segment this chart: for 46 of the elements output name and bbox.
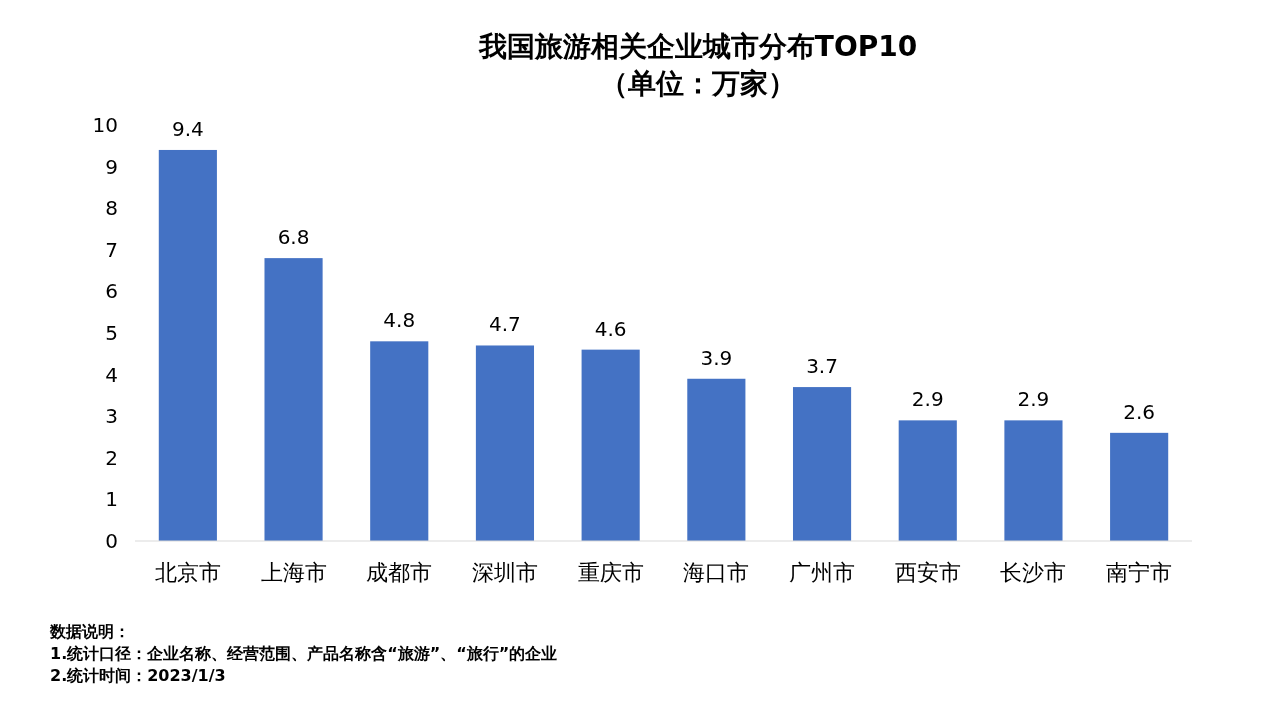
y-tick-label: 9: [105, 154, 118, 179]
data-label: 4.8: [383, 308, 416, 333]
data-label: 6.8: [277, 225, 310, 250]
text: 1.统计口径：企业名称、经营范围、产品名称含“旅游”、“旅行”的企业: [50, 644, 558, 663]
y-tick-label: 0: [105, 529, 118, 553]
y-tick-label: 2: [105, 445, 118, 470]
x-tick-label: 海口市: [683, 560, 750, 585]
x-tick-label: 长沙市: [1000, 560, 1067, 585]
text: 2.统计时间：2023/1/3: [50, 666, 226, 685]
bar: [264, 258, 323, 541]
x-tick-label: 深圳市: [471, 560, 538, 585]
y-tick-label: 10: [92, 113, 118, 137]
y-tick-label: 3: [105, 404, 118, 429]
data-label: 2.9: [911, 387, 944, 412]
data-label: 2.9: [1017, 387, 1050, 412]
data-label: 9.4: [171, 116, 204, 141]
data-label: 2.6: [1123, 399, 1156, 424]
x-tick-label: 南宁市: [1106, 560, 1173, 585]
bar: [792, 387, 852, 541]
x-tick-label: 西安市: [894, 560, 961, 585]
bar: [158, 149, 217, 541]
x-tick-label: 成都市: [366, 560, 433, 585]
data-label: 3.7: [806, 354, 838, 379]
data-label: 4.6: [594, 316, 627, 341]
data-label: 4.7: [489, 312, 521, 337]
bar: [370, 341, 429, 541]
bar: [581, 349, 640, 541]
bar: [898, 420, 957, 541]
y-tick-label: 6: [105, 279, 118, 304]
y-tick-label: 8: [105, 196, 118, 221]
y-tick-label: 4: [105, 362, 118, 387]
x-tick-label: 重庆市: [577, 560, 644, 585]
x-tick-label: 广州市: [789, 560, 856, 585]
y-tick-label: 1: [105, 487, 118, 512]
chart-subtitle: （单位：万家）: [600, 67, 796, 100]
bar: [687, 378, 746, 541]
bar: [1110, 432, 1169, 541]
chart-title: 我国旅游相关企业城市分布TOP10: [477, 30, 918, 63]
x-tick-label: 上海市: [260, 560, 327, 585]
y-tick-label: 5: [105, 321, 118, 345]
data-label: 3.9: [700, 345, 733, 370]
x-tick-label: 北京市: [154, 560, 221, 585]
bar: [1004, 420, 1063, 541]
bar: [475, 345, 535, 541]
y-tick-label: 7: [105, 237, 118, 262]
text: 数据说明：: [49, 622, 130, 641]
